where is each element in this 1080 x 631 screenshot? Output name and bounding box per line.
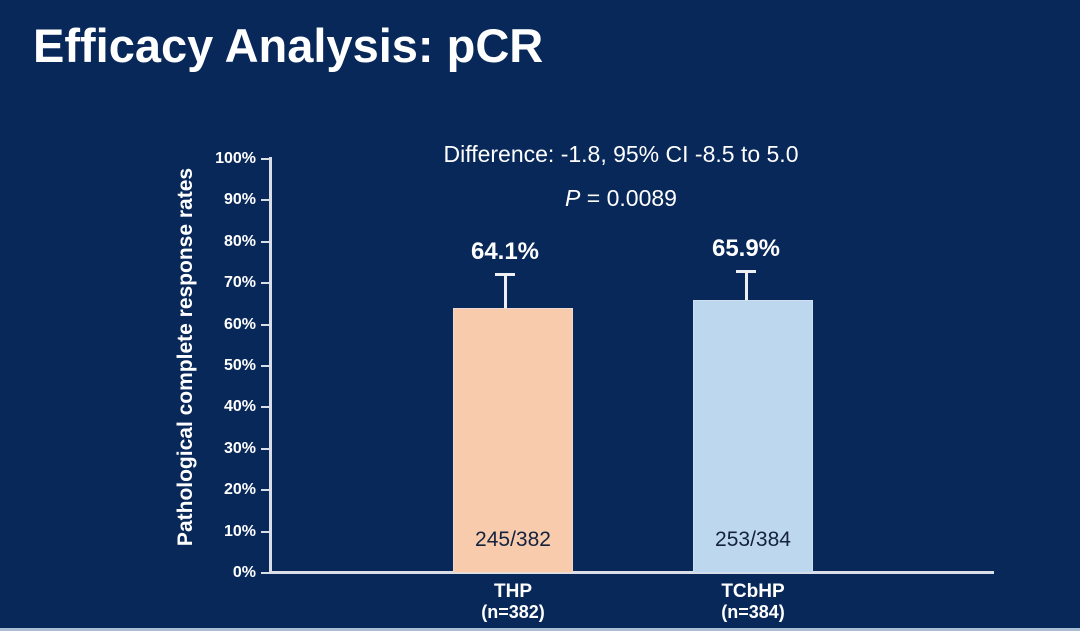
bar-value-label-thp: 64.1% (470, 238, 540, 266)
p-value-text: = 0.0089 (580, 185, 677, 211)
y-tick-label: 30% (223, 439, 256, 457)
category-name: THP (494, 581, 532, 602)
y-tick-label: 80% (223, 232, 256, 250)
category-n: (n=384) (721, 602, 785, 622)
y-tick-mark (261, 240, 270, 243)
error-bar-cap-top (495, 273, 515, 277)
x-axis-line (269, 571, 994, 574)
y-tick-label: 90% (223, 191, 256, 209)
category-label-tcbhp: TCbHP (n=384) (673, 581, 833, 623)
y-tick-label: 10% (223, 522, 256, 540)
bar-value-label-tcbhp: 65.9% (711, 234, 781, 262)
y-tick-mark (261, 323, 270, 326)
bar-tcbhp: 253/384 (693, 300, 813, 573)
y-tick-label: 40% (223, 398, 256, 416)
bar-fraction-tcbhp: 253/384 (715, 528, 791, 551)
y-tick-label: 20% (223, 481, 256, 499)
y-tick-label: 0% (232, 564, 256, 581)
error-bar-cap-top (736, 269, 756, 273)
error-bar-stem (744, 272, 748, 327)
y-tick-mark (261, 282, 270, 285)
y-tick-mark (261, 365, 270, 367)
y-tick-mark (261, 572, 270, 574)
bottom-edge (0, 628, 1080, 631)
bar-fraction-thp: 245/382 (475, 528, 551, 551)
category-label-thp: THP (n=382) (433, 581, 593, 623)
y-tick-mark (261, 530, 270, 533)
error-bar-stem (503, 276, 507, 330)
p-value-annotation: P = 0.0089 (260, 185, 982, 212)
p-symbol: P (565, 185, 581, 211)
category-name: TCbHP (721, 581, 785, 602)
y-axis-line (269, 157, 272, 574)
y-tick-mark (261, 199, 270, 202)
y-tick-mark (261, 406, 270, 409)
y-tick-mark (261, 447, 270, 450)
y-tick-mark (261, 489, 270, 492)
category-n: (n=382) (481, 602, 545, 622)
y-tick-label: 70% (223, 274, 256, 292)
difference-annotation: Difference: -1.8, 95% CI -8.5 to 5.0 (443, 141, 799, 167)
slide-title: Efficacy Analysis: pCR (33, 19, 544, 72)
bar-thp: 245/382 (453, 307, 573, 573)
y-tick-mark (261, 158, 270, 160)
y-tick-label: 50% (223, 357, 256, 374)
y-tick-label: 100% (215, 150, 256, 167)
y-tick-label: 60% (223, 315, 256, 333)
